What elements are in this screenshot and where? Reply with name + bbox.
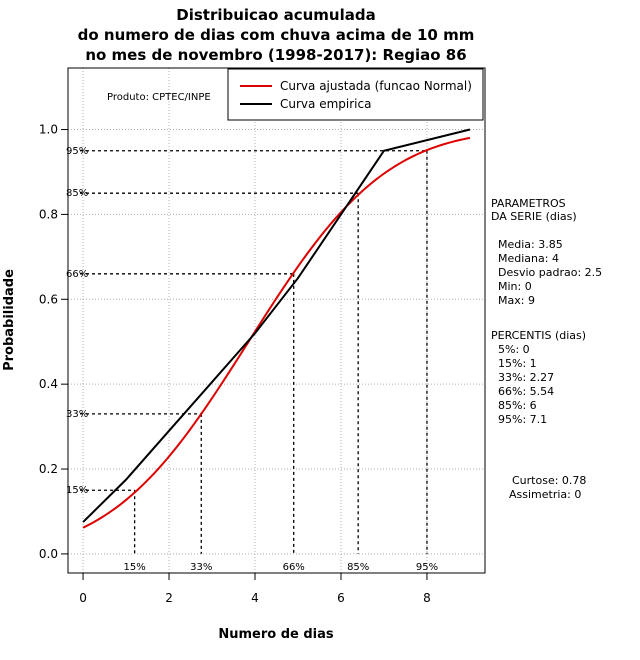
plot-frame — [67, 67, 486, 574]
percentile-x-label-4: 95% — [416, 562, 438, 573]
percentile-x-label-3: 85% — [347, 562, 369, 573]
parametros-line-desvio: Desvio padrao: 2.5 — [498, 266, 602, 279]
percentis-line-95: 95%: 7.1 — [498, 413, 547, 426]
axes: 0 2 4 6 8 0.0 0.2 0.4 0.6 0.8 1.0 — [39, 123, 431, 605]
percentile-prob-label-3: 85% — [66, 188, 88, 199]
percentis-line-85: 85%: 6 — [498, 399, 537, 412]
percentile-prob-label-2: 66% — [66, 269, 88, 280]
percentis-line-33: 33%: 2.27 — [498, 371, 554, 384]
chart-title-line-2: do numero de dias com chuva acima de 10 … — [78, 26, 475, 44]
x-tick-label-4: 8 — [423, 591, 431, 605]
parametros-header-2: DA SERIE (dias) — [491, 210, 577, 223]
legend-label-empirical: Curva empirica — [280, 97, 371, 111]
y-axis-label: Probabilidade — [2, 269, 17, 371]
percentile-x-label-0: 15% — [124, 562, 146, 573]
parametros-header-1: PARAMETROS — [491, 197, 566, 210]
percentile-x-label-2: 66% — [283, 562, 305, 573]
x-tick-label-1: 2 — [165, 591, 173, 605]
x-axis-label: Numero de dias — [218, 627, 334, 642]
parametros-line-max: Max: 9 — [498, 294, 535, 307]
y-tick-label-3: 0.6 — [39, 292, 58, 306]
series-group — [82, 128, 471, 529]
y-tick-label-5: 1.0 — [39, 123, 58, 137]
assimetria-label: Assimetria: 0 — [509, 488, 581, 501]
percentis-header: PERCENTIS (dias) — [491, 329, 586, 342]
chart-title-line-3: no mes de novembro (1998-2017): Regiao 8… — [85, 46, 466, 64]
percentile-x-label-1: 33% — [190, 562, 212, 573]
parametros-line-mediana: Mediana: 4 — [498, 252, 559, 265]
percentile-guides: 15% 15% 33% 33% 66% 66% 85% 85% 95% 95% — [66, 146, 438, 573]
percentis-panel: PERCENTIS (dias) 5%: 0 15%: 1 33%: 2.27 … — [491, 329, 586, 426]
producer-note: Produto: CPTEC/INPE — [107, 92, 211, 103]
curtose-label: Curtose: 0.78 — [512, 474, 586, 487]
legend: Curva ajustada (funcao Normal) Curva emp… — [227, 68, 484, 121]
y-tick-label-2: 0.4 — [39, 377, 58, 391]
parametros-line-min: Min: 0 — [498, 280, 532, 293]
x-tick-label-0: 0 — [79, 591, 87, 605]
legend-box — [227, 68, 484, 121]
legend-label-fitted: Curva ajustada (funcao Normal) — [280, 79, 472, 93]
chart-title-line-1: Distribuicao acumulada — [176, 6, 375, 24]
y-tick-label-4: 0.8 — [39, 207, 58, 221]
parametros-line-media: Media: 3.85 — [498, 238, 563, 251]
y-tick-label-0: 0.0 — [39, 547, 58, 561]
parametros-panel: PARAMETROS DA SERIE (dias) Media: 3.85 M… — [491, 197, 602, 307]
x-tick-label-3: 6 — [337, 591, 345, 605]
series-line-empirical — [82, 128, 471, 523]
percentile-prob-label-1: 33% — [66, 409, 88, 420]
x-tick-label-2: 4 — [251, 591, 259, 605]
percentis-line-5: 5%: 0 — [498, 343, 530, 356]
series-line-fitted — [82, 136, 471, 529]
y-tick-label-1: 0.2 — [39, 462, 58, 476]
percentis-line-66: 66%: 5.54 — [498, 385, 554, 398]
percentile-prob-label-0: 15% — [66, 485, 88, 496]
percentile-prob-label-4: 95% — [66, 146, 88, 157]
percentis-line-15: 15%: 1 — [498, 357, 537, 370]
